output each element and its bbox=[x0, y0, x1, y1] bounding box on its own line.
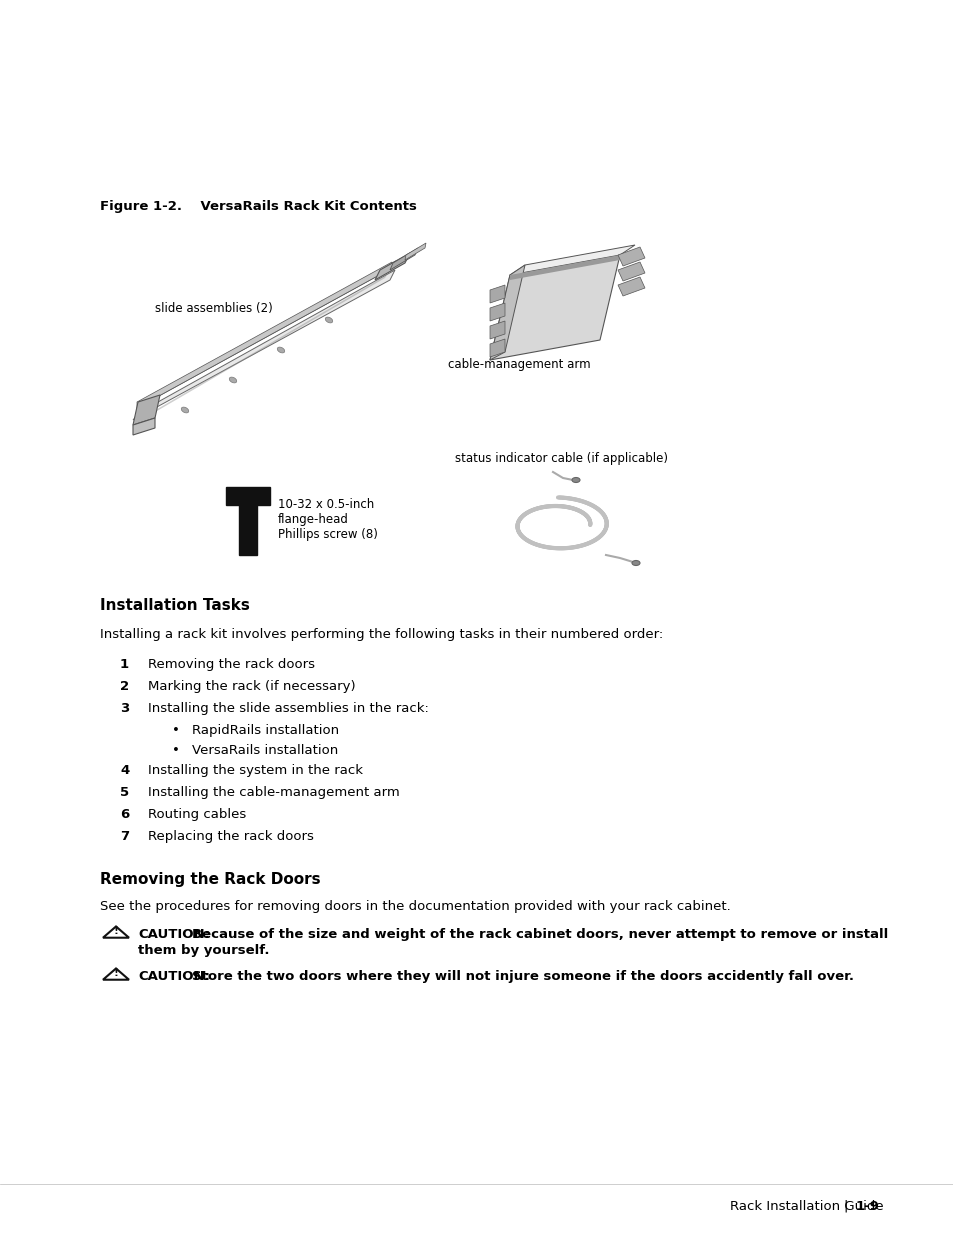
Polygon shape bbox=[510, 254, 619, 280]
Polygon shape bbox=[490, 338, 504, 357]
Bar bbox=[226, 487, 270, 505]
Text: Rack Installation Guide: Rack Installation Guide bbox=[729, 1200, 882, 1213]
Text: Installing a rack kit involves performing the following tasks in their numbered : Installing a rack kit involves performin… bbox=[100, 629, 662, 641]
Ellipse shape bbox=[572, 478, 579, 483]
Polygon shape bbox=[618, 277, 644, 296]
Text: them by yourself.: them by yourself. bbox=[138, 944, 269, 957]
Text: Figure 1-2.    VersaRails Rack Kit Contents: Figure 1-2. VersaRails Rack Kit Contents bbox=[100, 200, 416, 212]
Text: Store the two doors where they will not injure someone if the doors accidently f: Store the two doors where they will not … bbox=[192, 969, 853, 983]
Text: 2: 2 bbox=[120, 680, 129, 693]
Text: status indicator cable (if applicable): status indicator cable (if applicable) bbox=[455, 452, 667, 466]
Text: RapidRails installation: RapidRails installation bbox=[192, 724, 338, 737]
Polygon shape bbox=[618, 262, 644, 282]
Text: 6: 6 bbox=[120, 808, 129, 821]
Polygon shape bbox=[375, 253, 410, 280]
Text: 7: 7 bbox=[120, 830, 129, 844]
Text: Installing the system in the rack: Installing the system in the rack bbox=[148, 764, 363, 777]
Text: 4: 4 bbox=[120, 764, 129, 777]
Text: Removing the Rack Doors: Removing the Rack Doors bbox=[100, 872, 320, 887]
Polygon shape bbox=[132, 417, 154, 435]
Text: Because of the size and weight of the rack cabinet doors, never attempt to remov: Because of the size and weight of the ra… bbox=[192, 927, 887, 941]
Polygon shape bbox=[490, 254, 619, 359]
Polygon shape bbox=[132, 270, 395, 420]
Text: slide assemblies (2): slide assemblies (2) bbox=[154, 303, 273, 315]
Text: flange-head: flange-head bbox=[277, 513, 349, 526]
Polygon shape bbox=[510, 245, 635, 275]
Bar bbox=[239, 503, 256, 555]
Text: Installing the cable-management arm: Installing the cable-management arm bbox=[148, 785, 399, 799]
Text: Routing cables: Routing cables bbox=[148, 808, 246, 821]
Polygon shape bbox=[490, 266, 524, 359]
Polygon shape bbox=[137, 261, 395, 408]
Text: Installation Tasks: Installation Tasks bbox=[100, 598, 250, 613]
Ellipse shape bbox=[181, 408, 189, 412]
Text: cable-management arm: cable-management arm bbox=[448, 358, 590, 370]
Polygon shape bbox=[490, 321, 504, 338]
Polygon shape bbox=[137, 262, 392, 408]
Text: VersaRails installation: VersaRails installation bbox=[192, 743, 338, 757]
Text: Installing the slide assemblies in the rack:: Installing the slide assemblies in the r… bbox=[148, 701, 429, 715]
Ellipse shape bbox=[229, 377, 236, 383]
Text: •: • bbox=[172, 724, 180, 737]
Ellipse shape bbox=[277, 347, 284, 353]
Text: 5: 5 bbox=[120, 785, 129, 799]
Text: See the procedures for removing doors in the documentation provided with your ra: See the procedures for removing doors in… bbox=[100, 900, 730, 913]
Text: Replacing the rack doors: Replacing the rack doors bbox=[148, 830, 314, 844]
Ellipse shape bbox=[325, 317, 333, 322]
Text: CAUTION:: CAUTION: bbox=[138, 927, 210, 941]
Polygon shape bbox=[132, 395, 160, 425]
Text: 10-32 x 0.5-inch: 10-32 x 0.5-inch bbox=[277, 498, 374, 511]
Text: |: | bbox=[842, 1200, 846, 1213]
Polygon shape bbox=[490, 303, 504, 321]
Polygon shape bbox=[618, 247, 644, 266]
Text: 3: 3 bbox=[120, 701, 129, 715]
Text: Marking the rack (if necessary): Marking the rack (if necessary) bbox=[148, 680, 355, 693]
Text: •: • bbox=[172, 743, 180, 757]
Text: Removing the rack doors: Removing the rack doors bbox=[148, 658, 314, 671]
Text: 1-9: 1-9 bbox=[855, 1200, 879, 1213]
Text: CAUTION:: CAUTION: bbox=[138, 969, 210, 983]
Ellipse shape bbox=[631, 561, 639, 566]
Text: !: ! bbox=[113, 926, 118, 936]
Polygon shape bbox=[145, 275, 387, 417]
Text: !: ! bbox=[113, 968, 118, 978]
Polygon shape bbox=[390, 248, 417, 270]
Polygon shape bbox=[405, 243, 426, 261]
Text: 1: 1 bbox=[120, 658, 129, 671]
Polygon shape bbox=[490, 285, 504, 303]
Text: Phillips screw (8): Phillips screw (8) bbox=[277, 529, 377, 541]
